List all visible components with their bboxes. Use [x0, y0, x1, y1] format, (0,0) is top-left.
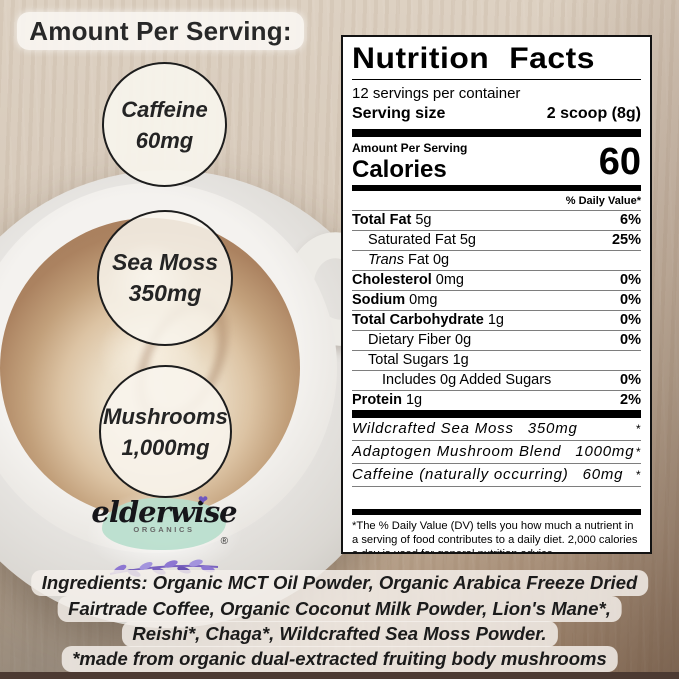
amount-per-serving-label: Amount Per Serving [352, 141, 468, 155]
callout-name: Mushrooms [103, 403, 228, 429]
serving-size-row: Serving size 2 scoop (8g) [352, 103, 641, 129]
nutrition-facts-label: Nutrition Facts 12 servings per containe… [341, 35, 652, 554]
nutrient-row-trans-fat: Trans Fat 0g [352, 250, 641, 270]
thick-divider [352, 185, 641, 191]
nutrient-row-dietary-fiber: Dietary Fiber 0g 0% [352, 330, 641, 350]
supplement-row-mushroom-blend: Adaptogen Mushroom Blend 1000mg * [352, 441, 641, 464]
photo-edge-shadow [0, 672, 679, 679]
callout-amount: 60mg [135, 127, 194, 153]
ingredients-line: *made from organic dual-extracted fruiti… [61, 646, 618, 672]
heart-icon: ❤ [197, 493, 208, 507]
spacer [352, 487, 641, 509]
calories-label: Calories [352, 156, 447, 183]
callout-name: Sea Moss [111, 249, 219, 275]
nutrient-row-cholesterol: Cholesterol 0mg 0% [352, 270, 641, 288]
calories-value: 60 [598, 141, 641, 183]
nutrient-row-sodium: Sodium 0mg 0% [352, 290, 641, 308]
brand-name: elderwise [91, 495, 237, 529]
nutrient-row-added-sugars: Includes 0g Added Sugars 0% [352, 370, 641, 390]
divider [352, 79, 641, 80]
ingredients-line: Fairtrade Coffee, Organic Coconut Milk P… [57, 596, 622, 622]
logo-watercolor-blob [102, 498, 226, 550]
supplement-row-caffeine: Caffeine (naturally occurring) 60mg * [352, 464, 641, 487]
page-title: Amount Per Serving: [17, 12, 304, 50]
callout-name: Caffeine [121, 96, 208, 122]
thick-divider [352, 410, 641, 418]
brand-subtitle: ORGANICS [133, 525, 195, 534]
ingredients-line: Ingredients: Organic MCT Oil Powder, Org… [30, 570, 649, 596]
callout-amount: 350mg [128, 280, 202, 306]
daily-value-header: % Daily Value* [565, 195, 641, 207]
serving-size-label: Serving size [352, 105, 446, 122]
nutrient-row-protein: Protein 1g 2% [352, 390, 641, 408]
nutrient-row-total-carbohydrate: Total Carbohydrate 1g 0% [352, 310, 641, 328]
supplement-row-sea-moss: Wildcrafted Sea Moss 350mg * [352, 418, 641, 441]
ingredients-line: Reishi*, Chaga*, Wildcrafted Sea Moss Po… [121, 621, 558, 647]
callout-amount: 1,000mg [121, 434, 210, 460]
nutrient-row-total-sugars: Total Sugars 1g [352, 350, 641, 370]
daily-value-footnote: *The % Daily Value (DV) tells you how mu… [352, 520, 638, 554]
brand-logo: ❤ elderwise ORGANICS ® [86, 490, 242, 577]
callout-sea-moss: Sea Moss 350mg [97, 210, 233, 346]
serving-size-value: 2 scoop (8g) [546, 105, 641, 122]
calories-row: Calories 60 [352, 141, 641, 185]
registered-mark: ® [220, 536, 228, 547]
nutrient-row-saturated-fat: Saturated Fat 5g 25% [352, 230, 641, 250]
thick-divider [352, 509, 641, 515]
nutrition-facts-title: Nutrition Facts [352, 42, 595, 75]
nutrient-row-total-fat: Total Fat 5g 6% [352, 210, 641, 228]
servings-per-container: 12 servings per container [352, 85, 521, 102]
callout-mushrooms: Mushrooms 1,000mg [99, 365, 232, 498]
callout-caffeine: Caffeine 60mg [102, 62, 227, 187]
page-title-text: Amount Per Serving: [29, 15, 292, 46]
thick-divider [352, 129, 641, 137]
